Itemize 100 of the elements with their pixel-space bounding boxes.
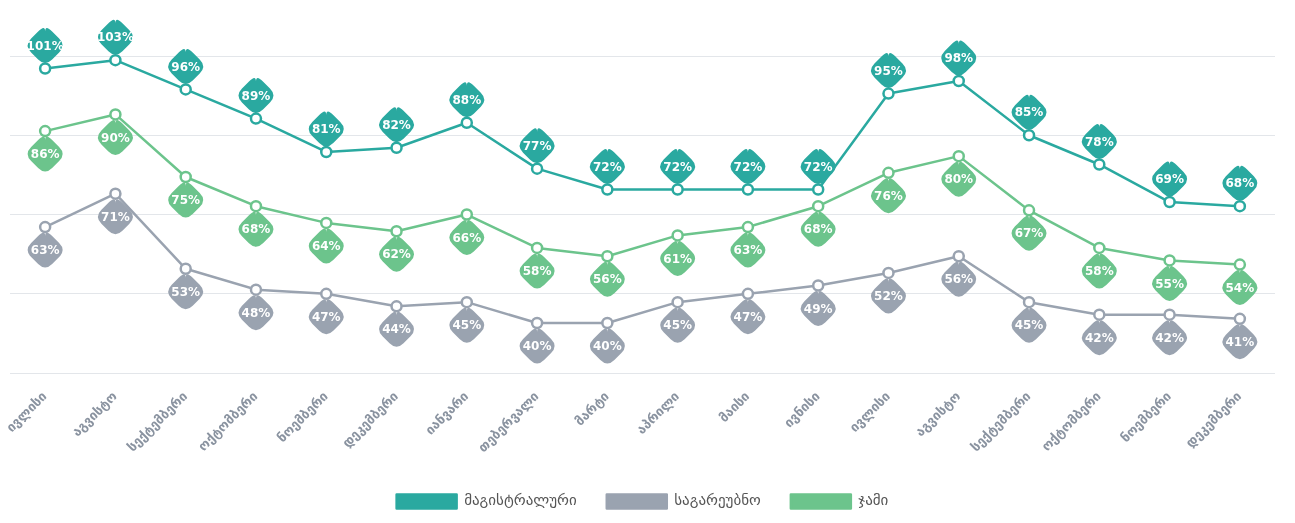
- point: [38, 124, 52, 138]
- data-label: 55%: [1155, 276, 1184, 291]
- data-label: 96%: [171, 59, 201, 74]
- point: [601, 316, 614, 330]
- data-label: 77%: [522, 138, 552, 153]
- point: [1233, 312, 1247, 326]
- data-label: 47%: [733, 309, 763, 324]
- data-label: 72%: [733, 159, 763, 174]
- data-label: 95%: [874, 63, 903, 78]
- point: [390, 224, 403, 238]
- point: [1022, 129, 1036, 142]
- point: [179, 262, 192, 276]
- point: [882, 266, 895, 280]
- point: [882, 87, 895, 100]
- point: [38, 62, 52, 75]
- data-label: 90%: [101, 130, 130, 145]
- point: [530, 316, 544, 330]
- data-label: 69%: [1155, 172, 1184, 187]
- legend-label: საგარეუბნო: [674, 491, 762, 510]
- data-label: 71%: [101, 209, 130, 224]
- data-label: 40%: [522, 339, 552, 354]
- data-label: 86%: [30, 147, 60, 162]
- data-label: 56%: [592, 272, 622, 287]
- data-label: 44%: [382, 322, 411, 337]
- point: [390, 141, 403, 155]
- data-label: 62%: [382, 247, 411, 262]
- data-label: 56%: [944, 272, 974, 287]
- data-label: 53%: [171, 284, 201, 299]
- point: [811, 279, 825, 292]
- point: [1093, 158, 1106, 171]
- data-label: 64%: [311, 239, 341, 254]
- point: [390, 300, 403, 313]
- point: [882, 166, 895, 180]
- data-label: 63%: [30, 243, 60, 258]
- data-label: 89%: [241, 88, 271, 103]
- point: [249, 199, 263, 213]
- point: [741, 183, 755, 196]
- data-label: 45%: [452, 318, 482, 333]
- legend-label: ჯამი: [858, 491, 889, 510]
- point: [38, 220, 52, 234]
- data-label: 42%: [1155, 330, 1184, 345]
- point: [741, 220, 755, 234]
- point: [1163, 254, 1176, 267]
- data-label: 49%: [803, 301, 833, 316]
- data-label: 72%: [592, 159, 622, 174]
- point: [460, 295, 474, 309]
- data-label: 75%: [171, 193, 201, 208]
- point: [109, 187, 122, 200]
- point: [1093, 308, 1106, 321]
- data-label: 101%: [26, 38, 64, 53]
- data-label: 45%: [663, 318, 693, 333]
- point: [952, 149, 965, 163]
- point: [1163, 195, 1176, 209]
- data-label: 85%: [1014, 105, 1044, 120]
- point: [249, 283, 263, 296]
- point: [1093, 241, 1106, 255]
- point: [460, 208, 474, 221]
- data-label: 72%: [663, 159, 693, 174]
- data-label: 61%: [663, 251, 693, 266]
- data-label: 103%: [96, 30, 134, 45]
- data-label: 42%: [1084, 330, 1114, 345]
- data-label: 68%: [1225, 176, 1255, 191]
- point: [460, 116, 474, 129]
- data-label: 68%: [241, 222, 271, 237]
- point: [1163, 308, 1176, 321]
- point: [320, 216, 333, 230]
- point: [741, 287, 755, 301]
- point: [109, 108, 122, 121]
- point: [671, 229, 684, 242]
- data-label: 68%: [803, 222, 833, 237]
- data-label: 40%: [592, 339, 622, 354]
- point: [320, 287, 333, 301]
- data-label: 54%: [1225, 280, 1255, 295]
- point: [671, 183, 684, 196]
- point: [601, 183, 614, 196]
- point: [952, 74, 965, 88]
- point: [530, 162, 544, 175]
- data-label: 58%: [1084, 264, 1114, 279]
- data-label: 45%: [1014, 318, 1044, 333]
- data-label: 41%: [1225, 334, 1255, 349]
- data-label: 66%: [452, 230, 482, 245]
- point: [1233, 199, 1247, 213]
- data-label: 52%: [874, 289, 903, 304]
- data-label: 58%: [522, 264, 552, 279]
- point: [179, 170, 192, 184]
- point: [530, 241, 544, 255]
- data-label: 63%: [733, 243, 763, 258]
- data-label: 78%: [1084, 134, 1114, 149]
- data-label: 76%: [874, 188, 903, 203]
- data-label: 88%: [452, 92, 482, 107]
- point: [249, 112, 263, 125]
- point: [109, 53, 122, 67]
- point: [811, 183, 825, 196]
- data-label: 47%: [311, 309, 341, 324]
- data-label: 80%: [944, 172, 974, 187]
- data-label: 67%: [1014, 226, 1044, 241]
- data-label: 81%: [311, 122, 341, 137]
- point: [320, 145, 333, 159]
- point: [1022, 204, 1036, 217]
- point: [671, 295, 684, 309]
